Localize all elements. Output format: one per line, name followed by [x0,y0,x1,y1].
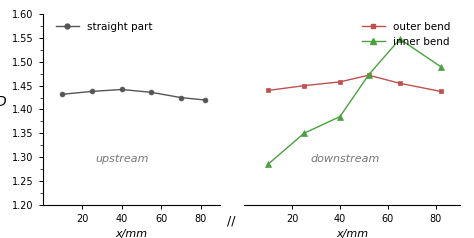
Y-axis label: D: D [0,95,6,109]
X-axis label: x/mm: x/mm [336,229,368,238]
Text: //: // [227,215,236,228]
X-axis label: x/mm: x/mm [116,229,147,238]
Legend: straight part: straight part [51,18,156,36]
Text: upstream: upstream [95,154,148,164]
Text: downstream: downstream [310,154,380,164]
Legend: outer bend, inner bend: outer bend, inner bend [357,18,455,51]
